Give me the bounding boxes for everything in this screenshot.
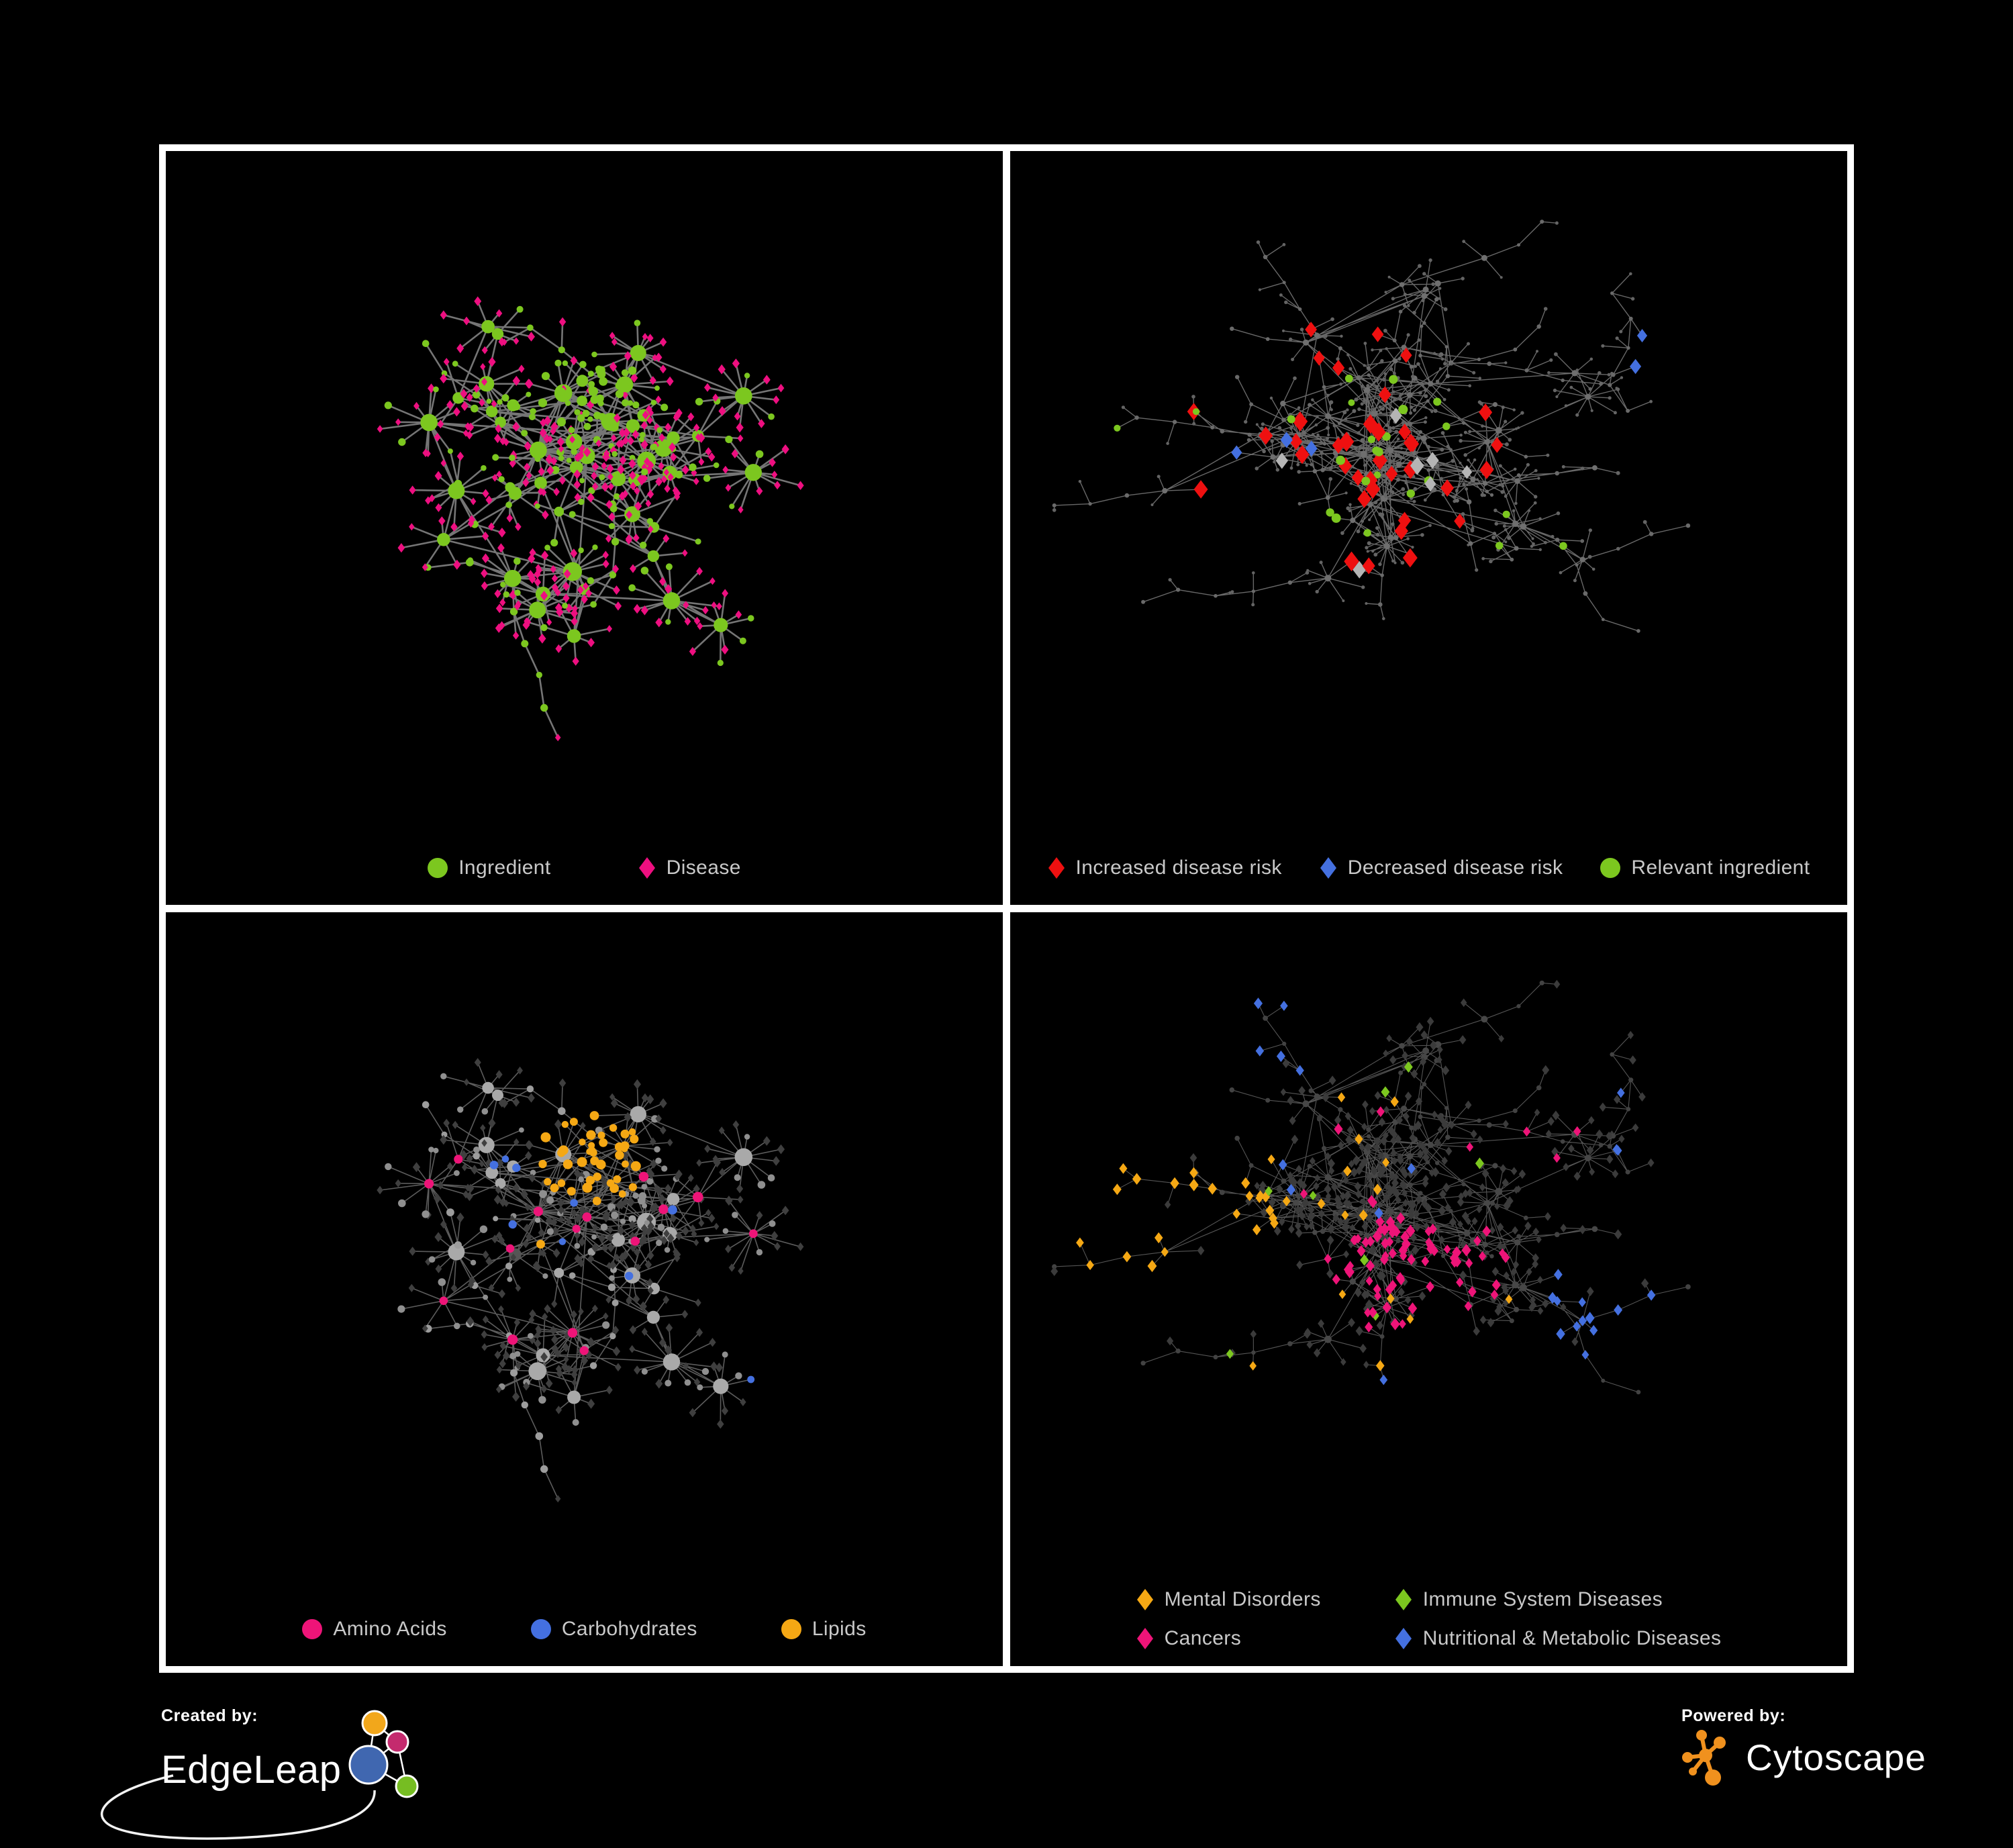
legend-nutrient-classes: Amino Acids Carbohydrates Lipids	[166, 1618, 1003, 1641]
legend-item-immune-system-diseases: Immune System Diseases	[1395, 1588, 1722, 1611]
diamond-symbol-icon	[1320, 857, 1336, 879]
cytoscape-logo-icon	[1682, 1730, 1726, 1786]
legend-item-ingredient: Ingredient	[428, 857, 550, 879]
legend-item-label: Nutritional & Metabolic Diseases	[1422, 1627, 1722, 1649]
panel-grid: Ingredient Disease Increased disease risk…	[159, 144, 1854, 1673]
powered-by-block: Powered by: Cytoscape	[1681, 1706, 1926, 1786]
diamond-symbol-icon	[1136, 1589, 1153, 1610]
edgeleap-logo-icon	[348, 1710, 419, 1798]
circle-symbol-icon	[428, 858, 448, 878]
legend-item-label: Mental Disorders	[1164, 1588, 1321, 1610]
panel-nutrient-classes: Amino Acids Carbohydrates Lipids	[166, 912, 1003, 1666]
diamond-symbol-icon	[638, 857, 655, 879]
legend-item-disease: Disease	[638, 857, 741, 879]
diamond-symbol-icon	[1395, 1628, 1412, 1649]
cytoscape-wordmark: Cytoscape	[1746, 1737, 1926, 1778]
circle-symbol-icon	[302, 1619, 323, 1639]
legend-item-decreased-disease-risk: Decreased disease risk	[1320, 857, 1563, 879]
circle-symbol-icon	[530, 1619, 551, 1639]
network-canvas-disease-risk[interactable]	[1010, 151, 1847, 905]
panel-disease-risk: Increased disease risk Decreased disease …	[1010, 151, 1847, 905]
legend-item-label: Decreased disease risk	[1347, 857, 1563, 879]
network-canvas-nutrient-classes[interactable]	[166, 912, 1003, 1666]
legend-item-label: Increased disease risk	[1075, 857, 1282, 879]
panel-disease-classes: Mental Disorders Immune System Diseases Ca…	[1010, 912, 1847, 1666]
legend-item-label: Carbohydrates	[561, 1618, 697, 1640]
diamond-symbol-icon	[1395, 1589, 1412, 1610]
edgeleap-node-magenta	[385, 1730, 409, 1754]
created-by-block: Created by: EdgeLeap	[101, 1706, 426, 1840]
legend-item-increased-disease-risk: Increased disease risk	[1048, 857, 1282, 879]
legend-item-label: Disease	[666, 857, 741, 879]
legend-item-label: Ingredient	[458, 857, 551, 879]
legend-item-lipids: Lipids	[781, 1618, 867, 1641]
edgeleap-node-blue	[348, 1745, 389, 1785]
legend-item-label: Relevant ingredient	[1631, 857, 1810, 879]
circle-symbol-icon	[1600, 858, 1621, 878]
legend-ingredient-disease: Ingredient Disease	[166, 857, 1003, 879]
created-by-label: Created by:	[161, 1706, 258, 1725]
legend-item-label: Amino Acids	[333, 1618, 447, 1640]
legend-item-carbohydrates: Carbohydrates	[530, 1618, 697, 1641]
diamond-symbol-icon	[1048, 857, 1065, 879]
panel-ingredient-disease: Ingredient Disease	[166, 151, 1003, 905]
legend-item-label: Lipids	[812, 1618, 867, 1640]
edgeleap-wordmark: EdgeLeap	[161, 1748, 342, 1792]
legend-item-nutritional-metabolic-diseases: Nutritional & Metabolic Diseases	[1395, 1627, 1722, 1650]
legend-item-relevant-ingredient: Relevant ingredient	[1600, 857, 1810, 879]
legend-item-label: Cancers	[1164, 1627, 1242, 1649]
edgeleap-node-green	[395, 1774, 419, 1798]
network-canvas-disease-classes[interactable]	[1010, 912, 1847, 1666]
legend-item-label: Immune System Diseases	[1422, 1588, 1663, 1610]
legend-disease-risk: Increased disease risk Decreased disease …	[1010, 857, 1847, 879]
network-canvas-ingredient-disease[interactable]	[166, 151, 1003, 905]
legend-item-cancers: Cancers	[1136, 1627, 1321, 1650]
powered-by-label: Powered by:	[1681, 1706, 1786, 1725]
legend-item-mental-disorders: Mental Disorders	[1136, 1588, 1321, 1611]
legend-disease-classes: Mental Disorders Immune System Diseases Ca…	[1010, 1588, 1847, 1650]
diamond-symbol-icon	[1136, 1628, 1153, 1649]
circle-symbol-icon	[781, 1619, 801, 1639]
legend-item-amino-acids: Amino Acids	[302, 1618, 446, 1641]
edgeleap-node-orange	[361, 1710, 388, 1737]
